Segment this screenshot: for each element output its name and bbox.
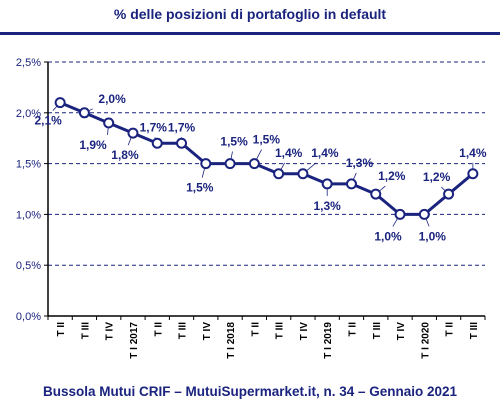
data-label: 1,4% (311, 146, 339, 160)
x-tick-label: T IV (299, 322, 310, 341)
x-tick-label: T II (56, 322, 67, 337)
data-label: 1,3% (346, 156, 374, 170)
x-tick-label: T III (275, 322, 286, 339)
data-point (151, 137, 163, 149)
data-point (54, 97, 66, 109)
data-point (248, 158, 260, 170)
data-label: 2,1% (34, 114, 62, 128)
data-label: 1,2% (423, 170, 451, 184)
data-point (443, 188, 455, 200)
x-tick-label: T II (153, 322, 164, 337)
x-tick-label: T I 2017 (129, 322, 140, 359)
data-point (418, 208, 430, 220)
data-label: 1,3% (314, 199, 342, 213)
x-tick-label: T IV (396, 322, 407, 341)
data-label: 1,4% (459, 146, 487, 160)
data-label: 1,2% (378, 169, 406, 183)
y-tick-label: 1,5% (16, 159, 41, 171)
chart-title: % delle posizioni di portafoglio in defa… (113, 6, 387, 22)
data-label: 1,5% (186, 181, 214, 195)
data-label: 2,0% (98, 92, 126, 106)
x-tick-label: T II (347, 322, 358, 337)
data-point (176, 137, 188, 149)
data-point (103, 117, 115, 129)
y-tick-label: 1,0% (16, 209, 41, 221)
data-point (78, 107, 90, 119)
data-point (297, 168, 309, 180)
x-tick-label: T III (80, 322, 91, 339)
x-tick-label: T IV (202, 322, 213, 341)
data-label: 1,0% (419, 229, 447, 243)
chart-source: Bussola Mutui CRIF – MutuiSupermarket.it… (42, 384, 458, 399)
x-tick-label: T II (445, 322, 456, 337)
title-rule (0, 32, 500, 35)
data-point (224, 158, 236, 170)
data-label: 1,8% (111, 148, 139, 162)
data-label: 1,9% (79, 138, 107, 152)
x-tick-label: T I 2019 (323, 322, 334, 359)
data-label: 1,7% (140, 120, 168, 134)
x-tick-label: T III (372, 322, 383, 339)
y-tick-label: 0,5% (16, 260, 41, 272)
data-label: 1,5% (253, 133, 281, 147)
data-point (127, 127, 139, 139)
y-tick-label: 0,0% (16, 311, 41, 323)
data-point (345, 178, 357, 190)
y-tick-label: 2,5% (16, 57, 41, 69)
x-tick-label: T I 2018 (226, 322, 237, 359)
x-tick-label: T III (469, 322, 480, 339)
data-label: 1,7% (168, 120, 196, 134)
x-tick-label: T III (178, 322, 189, 339)
data-label: 1,5% (220, 135, 248, 149)
data-point (370, 188, 382, 200)
data-point (394, 208, 406, 220)
y-tick-label: 2,0% (16, 108, 41, 120)
x-tick-label: T IV (105, 322, 116, 341)
data-label: 1,4% (275, 146, 303, 160)
x-tick-label: T II (250, 322, 261, 337)
data-point (273, 168, 285, 180)
data-point (321, 178, 333, 190)
x-tick-label: T I 2020 (420, 322, 431, 359)
data-point (467, 168, 479, 180)
data-point (200, 158, 212, 170)
data-label: 1,0% (374, 229, 402, 243)
